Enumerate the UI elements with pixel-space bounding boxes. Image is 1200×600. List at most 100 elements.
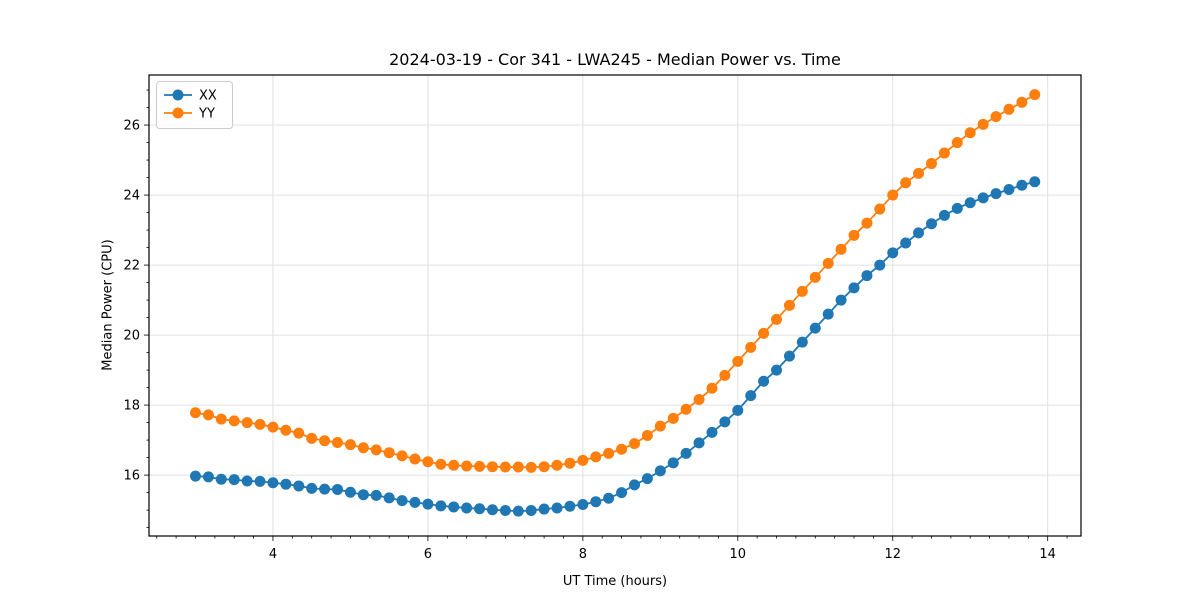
plot-border <box>148 74 1082 537</box>
data-point <box>448 459 460 471</box>
data-point <box>732 404 744 416</box>
data-point <box>822 257 834 269</box>
data-point <box>474 503 486 515</box>
data-point <box>344 486 356 498</box>
data-point <box>951 202 963 214</box>
data-point <box>383 492 395 504</box>
data-point <box>848 282 860 294</box>
data-point <box>306 432 318 444</box>
data-point <box>409 496 421 508</box>
data-point <box>616 443 628 455</box>
data-point <box>796 336 808 348</box>
data-point <box>900 177 912 189</box>
data-point <box>758 327 770 339</box>
x-tick-label: 12 <box>884 547 901 562</box>
data-point <box>215 413 227 425</box>
y-tick-label: 20 <box>123 329 140 344</box>
legend-box <box>156 81 233 129</box>
data-point <box>189 470 201 482</box>
y-tick-label: 22 <box>123 259 140 274</box>
legend-label: XX <box>199 89 217 104</box>
data-point <box>719 369 731 381</box>
legend-label: YY <box>198 107 215 122</box>
data-point <box>913 167 925 179</box>
data-point <box>938 209 950 221</box>
data-point <box>422 498 434 510</box>
data-point <box>900 237 912 249</box>
data-point <box>396 495 408 507</box>
data-point <box>861 270 873 282</box>
x-tick-label: 4 <box>269 547 277 562</box>
data-point <box>525 461 537 473</box>
legend: XX YY <box>156 81 233 129</box>
data-point <box>1029 89 1041 101</box>
data-point <box>680 447 692 459</box>
data-point <box>887 247 899 259</box>
data-point <box>1016 96 1028 108</box>
data-point <box>1003 183 1015 195</box>
data-point <box>564 457 576 469</box>
y-tick-label: 16 <box>123 469 140 484</box>
data-point <box>745 341 757 353</box>
data-point <box>938 147 950 159</box>
data-point <box>1016 179 1028 191</box>
data-point <box>590 451 602 463</box>
data-point <box>835 294 847 306</box>
data-point <box>577 454 589 466</box>
data-point <box>848 229 860 241</box>
data-point <box>422 456 434 468</box>
data-point <box>771 313 783 325</box>
data-point <box>486 461 498 473</box>
data-point <box>293 427 305 439</box>
chart-title: 2024-03-19 - Cor 341 - LWA245 - Median P… <box>389 50 841 69</box>
data-point <box>241 475 253 487</box>
data-point <box>951 137 963 149</box>
series-xx <box>189 176 1041 517</box>
legend-marker <box>172 89 184 101</box>
data-point <box>1003 103 1015 115</box>
y-tick-label: 18 <box>123 399 140 414</box>
data-point <box>758 375 770 387</box>
data-point <box>977 118 989 130</box>
data-point <box>990 111 1002 123</box>
data-point <box>512 461 524 473</box>
data-point <box>603 447 615 459</box>
data-point <box>319 435 331 447</box>
data-point <box>577 499 589 510</box>
data-point <box>383 447 395 459</box>
data-point <box>409 453 421 465</box>
data-point <box>344 439 356 451</box>
data-point <box>641 473 653 485</box>
data-point <box>706 426 718 438</box>
x-tick-label: 8 <box>579 547 587 562</box>
y-axis-label: Median Power (CPU) <box>100 239 116 371</box>
data-point <box>977 192 989 204</box>
data-point <box>254 418 266 430</box>
data-point <box>783 350 795 362</box>
data-point <box>925 218 937 230</box>
data-point <box>913 227 925 239</box>
data-point <box>448 501 460 513</box>
data-point <box>228 415 240 427</box>
data-point <box>254 475 266 487</box>
data-point <box>796 285 808 297</box>
data-point <box>964 127 976 139</box>
data-point <box>189 407 201 419</box>
x-tick-label: 6 <box>424 547 432 562</box>
data-point <box>809 271 821 283</box>
data-point <box>925 158 937 170</box>
data-point <box>887 189 899 201</box>
data-point <box>590 496 602 508</box>
data-point <box>202 471 214 483</box>
data-point <box>357 442 369 454</box>
data-point <box>280 478 292 490</box>
data-point <box>319 483 331 495</box>
data-point <box>874 203 886 215</box>
data-point <box>693 437 705 449</box>
data-point <box>732 355 744 367</box>
data-point <box>461 502 473 514</box>
data-point <box>783 299 795 311</box>
data-point <box>435 458 447 470</box>
data-point <box>499 461 511 473</box>
